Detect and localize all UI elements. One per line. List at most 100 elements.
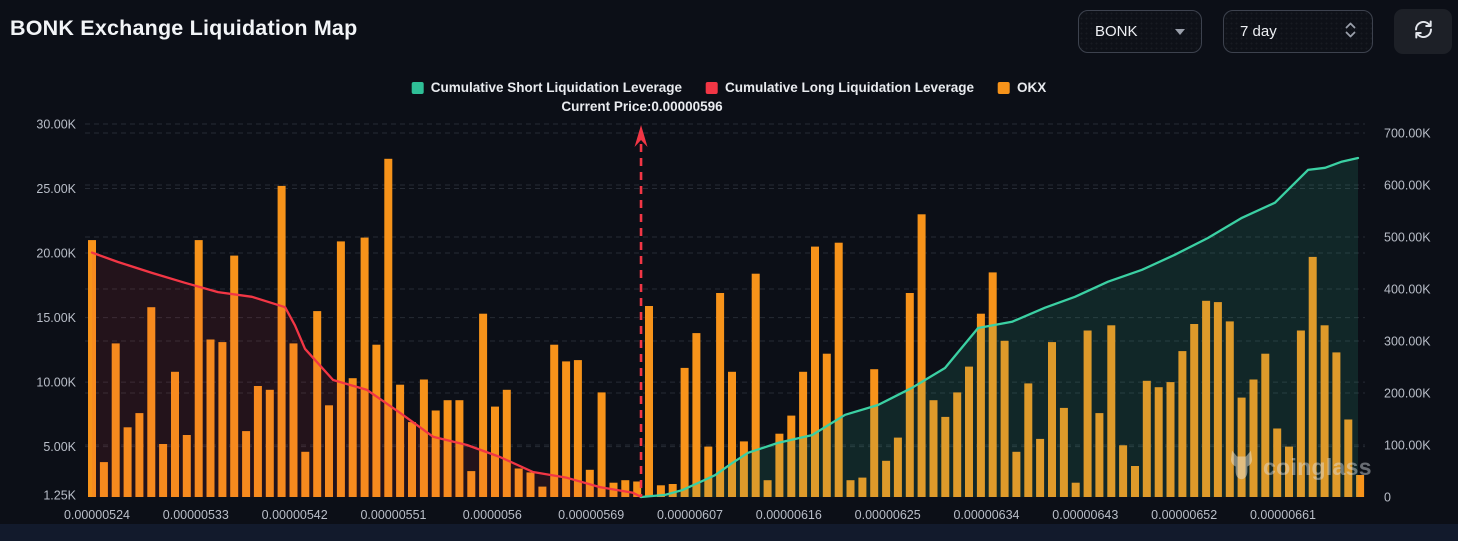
okx-liquidation-bar xyxy=(111,343,120,497)
okx-liquidation-bar xyxy=(1024,383,1033,497)
okx-liquidation-bar xyxy=(194,240,203,497)
okx-liquidation-bar xyxy=(550,344,559,497)
okx-liquidation-bar xyxy=(514,468,523,497)
okx-liquidation-bar xyxy=(1178,351,1187,497)
bottom-scroll-strip[interactable] xyxy=(0,524,1458,541)
okx-liquidation-bar xyxy=(526,472,535,497)
okx-liquidation-bar xyxy=(739,441,748,497)
coin-select-value: BONK xyxy=(1095,23,1138,40)
okx-liquidation-bar xyxy=(289,343,298,497)
okx-liquidation-bar xyxy=(941,416,950,497)
okx-liquidation-bar xyxy=(253,386,262,497)
okx-liquidation-bar xyxy=(206,339,215,497)
okx-liquidation-bar xyxy=(1225,321,1234,497)
okx-liquidation-bar xyxy=(1107,325,1116,497)
okx-liquidation-bar xyxy=(147,307,156,497)
okx-liquidation-bar xyxy=(467,471,476,497)
short-legend-swatch xyxy=(411,81,424,94)
x-axis-tick: 0.00000643 xyxy=(1052,508,1118,522)
okx-liquidation-bar xyxy=(1012,451,1021,497)
legend-item-short[interactable]: Cumulative Short Liquidation Leverage xyxy=(411,80,682,95)
timerange-select[interactable]: 7 day xyxy=(1223,10,1373,53)
okx-liquidation-bar xyxy=(384,158,393,498)
okx-liquidation-bar xyxy=(1095,413,1104,497)
okx-liquidation-bar xyxy=(1320,325,1329,497)
left-axis-tick: 15.00K xyxy=(36,311,76,325)
okx-liquidation-bar xyxy=(799,371,808,497)
left-axis-tick: 10.00K xyxy=(36,376,76,390)
okx-liquidation-bar xyxy=(692,333,701,497)
okx-liquidation-bar xyxy=(846,480,855,497)
header-controls: BONK 7 day xyxy=(1078,9,1452,54)
coin-select[interactable]: BONK xyxy=(1078,10,1202,53)
okx-liquidation-bar xyxy=(1083,330,1092,497)
x-axis-tick: 0.00000625 xyxy=(855,508,921,522)
okx-liquidation-bar xyxy=(455,400,464,497)
okx-liquidation-bar xyxy=(538,486,547,497)
page-title: BONK Exchange Liquidation Map xyxy=(10,16,358,40)
okx-liquidation-bar xyxy=(870,369,879,497)
short-cumulative-line xyxy=(639,156,1360,499)
okx-liquidation-bar xyxy=(882,460,891,497)
okx-legend-swatch xyxy=(998,81,1011,94)
okx-liquidation-bar xyxy=(1000,340,1009,497)
right-axis-tick: 0 xyxy=(1384,491,1391,505)
okx-liquidation-bar xyxy=(656,485,665,497)
right-axis-tick: 400.00K xyxy=(1384,283,1431,297)
okx-liquidation-bar xyxy=(763,480,772,497)
long-cumulative-line xyxy=(90,251,643,499)
x-axis-tick: 0.00000533 xyxy=(163,508,229,522)
refresh-button[interactable] xyxy=(1394,9,1452,54)
okx-liquidation-bar xyxy=(242,431,251,497)
okx-liquidation-bar xyxy=(171,371,179,497)
okx-liquidation-bar xyxy=(1059,407,1068,497)
short-cumulative-area xyxy=(641,158,1358,497)
okx-liquidation-bar xyxy=(645,306,653,497)
okx-liquidation-bar xyxy=(976,313,985,497)
okx-liquidation-bar xyxy=(1048,342,1056,497)
okx-liquidation-bar xyxy=(787,415,796,497)
okx-liquidation-bar xyxy=(301,451,310,497)
okx-liquidation-bar xyxy=(1142,380,1151,497)
okx-liquidation-bar xyxy=(1154,387,1163,497)
current-price-arrow-icon xyxy=(634,125,648,147)
okx-bars-group xyxy=(88,158,1365,498)
legend-item-okx[interactable]: OKX xyxy=(998,80,1046,95)
okx-liquidation-bar xyxy=(372,344,381,497)
okx-liquidation-bar xyxy=(431,410,440,497)
spinner-up-down-icon xyxy=(1345,21,1356,43)
okx-liquidation-bar xyxy=(1249,379,1258,497)
okx-liquidation-bar xyxy=(965,366,973,497)
okx-liquidation-bar xyxy=(1071,482,1080,497)
okx-liquidation-bar xyxy=(1261,353,1270,497)
legend-item-long[interactable]: Cumulative Long Liquidation Leverage xyxy=(706,80,974,95)
coinglass-wolf-logo-icon xyxy=(1228,449,1255,485)
okx-liquidation-bar xyxy=(502,389,511,497)
left-axis-tick: 1.25K xyxy=(43,489,76,503)
x-axis-tick: 0.00000524 xyxy=(64,508,130,522)
okx-liquidation-bar xyxy=(88,240,96,497)
coinglass-watermark-text: coinglass xyxy=(1263,453,1372,480)
okx-liquidation-bar xyxy=(929,400,938,497)
okx-liquidation-bar xyxy=(1202,300,1211,497)
okx-liquidation-bar xyxy=(408,422,416,497)
okx-liquidation-bar xyxy=(1332,352,1341,497)
okx-liquidation-bar xyxy=(704,446,713,497)
x-axis-tick: 0.00000551 xyxy=(360,508,426,522)
right-axis-tick: 300.00K xyxy=(1384,335,1431,349)
x-axis-tick: 0.00000661 xyxy=(1250,508,1316,522)
okx-liquidation-bar xyxy=(633,481,642,497)
okx-liquidation-bar xyxy=(988,272,997,497)
long-cumulative-area xyxy=(92,252,641,497)
okx-liquidation-bar xyxy=(811,246,819,497)
chevron-down-icon xyxy=(1175,28,1185,35)
okx-liquidation-bar xyxy=(1344,419,1353,497)
okx-liquidation-bar xyxy=(621,480,630,497)
okx-liquidation-bar xyxy=(443,400,452,497)
x-axis-tick: 0.00000607 xyxy=(657,508,723,522)
chart-legend: Cumulative Short Liquidation Leverage Cu… xyxy=(411,80,1046,95)
okx-liquidation-bar xyxy=(419,379,428,497)
okx-liquidation-bar xyxy=(1237,397,1246,497)
